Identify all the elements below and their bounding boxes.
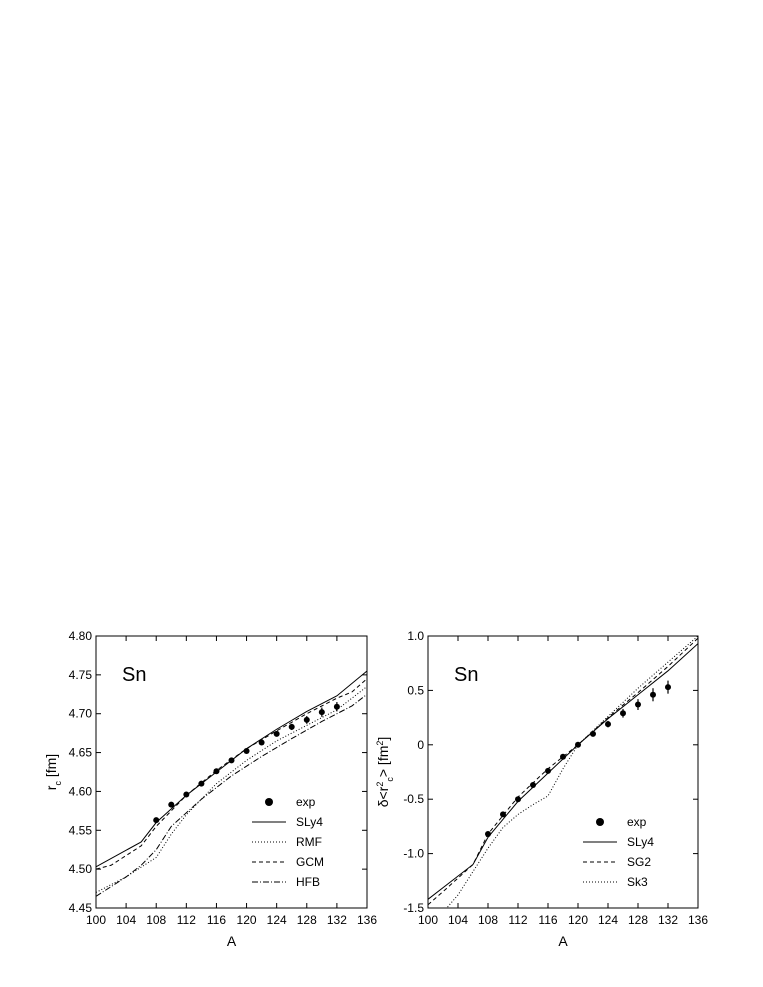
x-tick-label: 108: [146, 913, 166, 927]
y-tick-label: 4.80: [69, 629, 93, 643]
y-axis-label-part: 2: [375, 782, 385, 787]
plot-area: [96, 670, 367, 897]
y-axis-label-part: 2: [375, 741, 385, 746]
x-tick-label: 100: [418, 913, 438, 927]
y-axis-label: rc [fm]: [43, 754, 63, 790]
data-point: [545, 767, 551, 774]
x-tick-label: 120: [237, 913, 257, 927]
y-axis-label-part: δ<r: [375, 786, 391, 807]
y-tick-label: -0.5: [403, 792, 424, 806]
data-point: [530, 782, 536, 789]
x-tick-label: 124: [267, 913, 287, 927]
y-axis-label-part: c: [53, 781, 63, 786]
x-tick-label: 112: [177, 913, 196, 927]
data-point: [605, 721, 611, 728]
x-axis-label: A: [227, 933, 237, 949]
x-tick-label: 104: [116, 913, 136, 927]
y-tick-label: 1.0: [407, 629, 424, 643]
y-tick-label: 4.45: [69, 901, 93, 915]
data-point: [168, 801, 175, 808]
plot-frame: [427, 635, 699, 909]
legend-marker: [265, 798, 273, 806]
x-tick-label: 100: [86, 913, 106, 927]
legend-label: Sk3: [627, 875, 648, 889]
y-axis-label-part: [fm]: [43, 754, 59, 781]
series-line: [96, 678, 367, 870]
y-tick-label: 0: [417, 738, 424, 752]
x-tick-label: 128: [297, 913, 317, 927]
data-point: [303, 716, 310, 723]
data-point: [635, 701, 641, 708]
legend-label: exp: [296, 795, 316, 809]
data-point: [288, 723, 295, 730]
y-axis-label-part: ]: [375, 737, 391, 741]
legend-label: GCM: [296, 855, 324, 869]
data-point: [273, 730, 280, 737]
series-line: [96, 670, 367, 868]
y-tick-label: 4.50: [69, 862, 93, 876]
data-point: [620, 710, 626, 717]
y-axis-label-part: r: [43, 785, 59, 790]
annotation: Sn: [454, 664, 478, 686]
x-tick-label: 120: [568, 913, 588, 927]
y-axis-label: δ<r2c> [fm2]: [375, 737, 395, 808]
x-tick-label: 136: [688, 913, 708, 927]
data-point: [650, 691, 656, 698]
x-tick-label: 128: [628, 913, 648, 927]
legend-label: HFB: [296, 875, 320, 889]
series-line: [96, 693, 367, 897]
y-tick-label: 4.75: [69, 668, 93, 682]
annotation: Sn: [122, 664, 146, 686]
y-tick-label: 0.5: [407, 683, 424, 697]
legend-label: SLy4: [627, 835, 654, 849]
y-tick-label: 4.70: [69, 707, 93, 721]
x-tick-label: 112: [508, 913, 527, 927]
data-point: [318, 709, 325, 716]
x-tick-label: 104: [448, 913, 468, 927]
legend-marker: [596, 818, 604, 826]
y-tick-label: -1.5: [403, 901, 424, 915]
x-axis-label: A: [558, 933, 568, 949]
series-line: [428, 643, 698, 900]
x-tick-label: 136: [357, 913, 377, 927]
data-point: [665, 684, 671, 691]
x-tick-label: 116: [207, 913, 226, 927]
x-tick-label: 132: [658, 913, 678, 927]
y-tick-label: -1.0: [403, 847, 424, 861]
legend-label: SLy4: [296, 815, 323, 829]
legend-label: exp: [627, 815, 647, 829]
y-tick-label: 4.60: [69, 784, 93, 798]
x-tick-label: 116: [538, 913, 557, 927]
series-line: [428, 637, 698, 906]
plot-frame: [95, 635, 368, 909]
y-tick-label: 4.55: [69, 823, 93, 837]
y-axis-label-part: c: [385, 777, 395, 782]
y-axis-label-part: > [fm: [375, 746, 391, 778]
x-tick-label: 108: [478, 913, 498, 927]
legend-label: RMF: [296, 835, 322, 849]
x-tick-label: 132: [327, 913, 347, 927]
x-tick-label: 124: [598, 913, 618, 927]
plot-area: [428, 636, 698, 908]
series-line: [96, 686, 367, 893]
data-point: [515, 796, 521, 803]
y-tick-label: 4.65: [69, 746, 93, 760]
legend-label: SG2: [627, 855, 651, 869]
